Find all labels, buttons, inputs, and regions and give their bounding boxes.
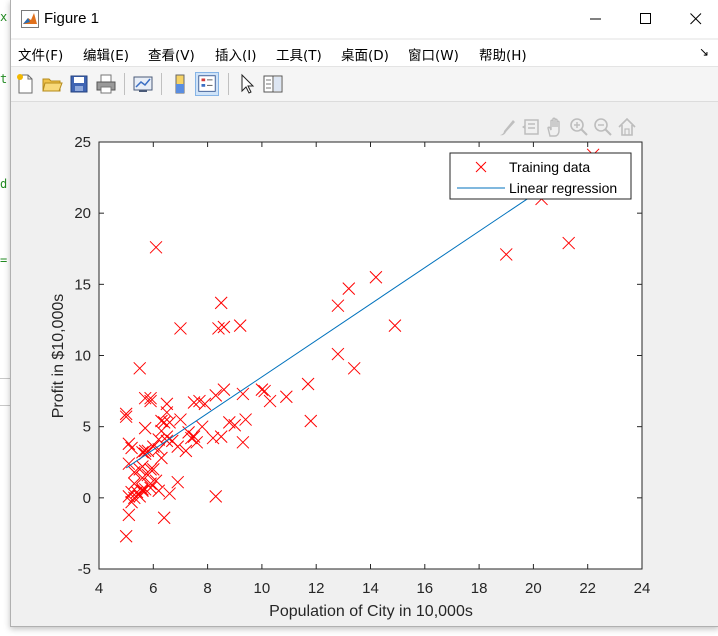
toolbar-separator — [124, 73, 125, 95]
zoom-out-icon[interactable] — [592, 116, 614, 138]
minimize-icon — [590, 18, 601, 20]
background-divider — [0, 405, 12, 406]
home-icon[interactable] — [616, 116, 638, 138]
matlab-app-icon — [21, 10, 39, 28]
pan-icon[interactable] — [544, 116, 566, 138]
toolbar-separator — [228, 73, 229, 95]
minimize-button[interactable] — [571, 0, 621, 38]
menu-window[interactable]: 窗口(W) — [408, 48, 459, 64]
zoom-in-icon[interactable] — [568, 116, 590, 138]
toolbar-separator — [161, 73, 162, 95]
legend-icon[interactable] — [195, 72, 219, 96]
print-icon[interactable] — [94, 72, 118, 96]
link-plot-icon[interactable] — [131, 72, 155, 96]
maximize-icon — [640, 13, 651, 24]
colorbar-icon[interactable] — [168, 72, 192, 96]
background-divider — [0, 378, 12, 379]
window-title: Figure 1 — [44, 10, 100, 27]
background-code-snippet: t — [0, 72, 8, 86]
figure-canvas-area — [11, 102, 718, 626]
close-button[interactable] — [671, 0, 718, 38]
menu-view[interactable]: 查看(V) — [148, 48, 195, 64]
menu-edit[interactable]: 编辑(E) — [83, 48, 130, 64]
menu-file[interactable]: 文件(F) — [18, 48, 64, 64]
pointer-icon[interactable] — [234, 72, 258, 96]
save-icon[interactable] — [67, 72, 91, 96]
datatip-icon[interactable] — [520, 116, 542, 138]
menu-overflow-icon[interactable]: ↘ — [698, 45, 709, 59]
menu-tools[interactable]: 工具(T) — [276, 48, 322, 64]
close-icon — [690, 13, 702, 25]
menu-insert[interactable]: 插入(I) — [215, 48, 257, 64]
menu-bar: 文件(F) 编辑(E) 查看(V) 插入(I) 工具(T) 桌面(D) 窗口(W… — [11, 40, 718, 67]
maximize-button[interactable] — [621, 0, 671, 38]
property-inspector-icon[interactable] — [261, 72, 285, 96]
background-code-snippet: d — [0, 177, 8, 191]
new-figure-icon[interactable] — [13, 72, 37, 96]
title-bar: Figure 1 — [11, 0, 718, 38]
figure-window: Figure 1 文件(F) 编辑(E) 查看(V) 插入(I) 工具(T) 桌… — [10, 0, 718, 627]
menu-help[interactable]: 帮助(H) — [479, 48, 527, 64]
background-code-snippet: = — [0, 253, 8, 267]
figure-toolbar — [11, 67, 718, 102]
menu-desktop[interactable]: 桌面(D) — [341, 48, 389, 64]
brush-icon[interactable] — [496, 116, 518, 138]
open-file-icon[interactable] — [40, 72, 64, 96]
background-code-snippet: x — [0, 10, 8, 24]
